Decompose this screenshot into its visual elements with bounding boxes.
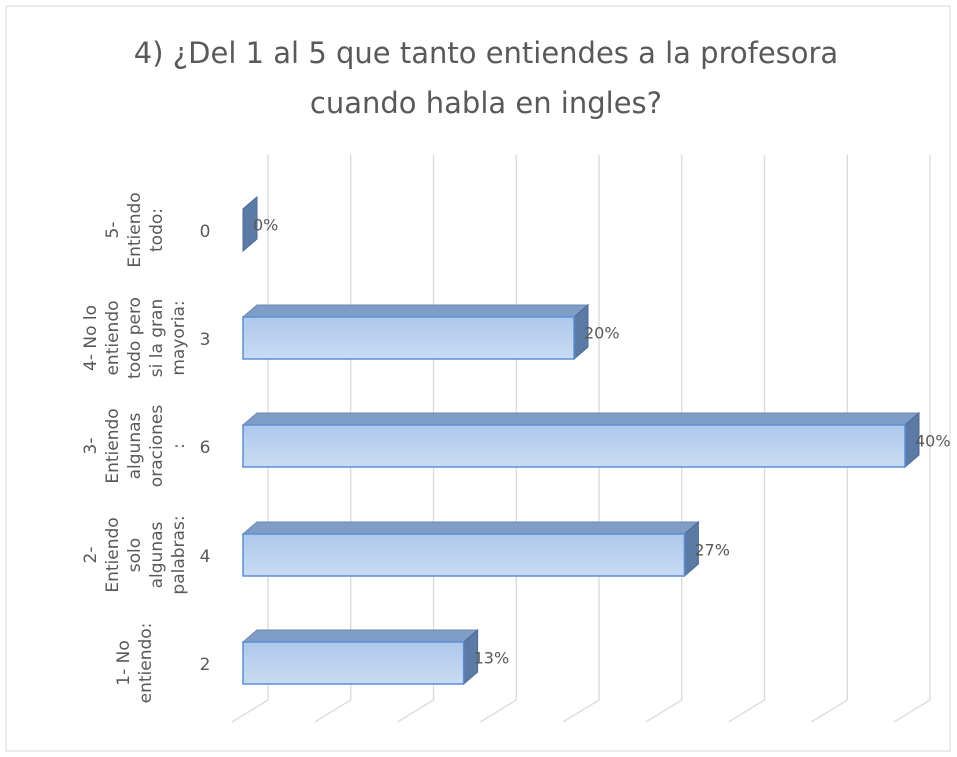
bar-top <box>241 521 700 535</box>
data-label: 40% <box>915 432 951 451</box>
bar-front <box>242 424 906 468</box>
bar-top <box>241 304 590 318</box>
bars <box>241 195 921 686</box>
bar <box>241 520 700 578</box>
chart-border <box>5 5 951 752</box>
chart-title: 4) ¿Del 1 al 5 que tanto entiendes a la … <box>133 36 839 120</box>
subcategory-label: 3 <box>200 330 211 350</box>
subcategory-label: 2 <box>200 655 211 675</box>
category-label: 5- Entiendo todo: <box>103 192 167 268</box>
bar-top <box>241 629 479 643</box>
category-label: 3- Entiendo algunas oraciones : <box>81 404 189 488</box>
grid-line <box>645 155 683 723</box>
category-label: 4- No lo entiendo todo pero si la gran m… <box>81 297 189 379</box>
subcategory-label: 4 <box>200 547 211 567</box>
bar-front <box>242 316 575 360</box>
bar-front <box>242 533 686 577</box>
data-label: 27% <box>694 541 730 560</box>
bar <box>241 411 921 469</box>
bar <box>241 628 479 686</box>
grid-line <box>893 155 931 723</box>
data-label: 0% <box>253 216 278 235</box>
grid-line <box>562 155 600 723</box>
data-label: 13% <box>474 649 510 668</box>
category-label: 2- Entiendo solo algunas palabras: <box>81 515 189 595</box>
bar-side <box>242 195 258 253</box>
bar <box>241 303 590 361</box>
bar-top <box>241 412 921 426</box>
subcategory-label: 6 <box>200 438 211 458</box>
subcategory-label: 0 <box>200 222 211 242</box>
category-label: 1- No entiendo: <box>114 622 156 704</box>
bar-front <box>242 641 465 685</box>
bar <box>242 195 258 253</box>
grid-line <box>728 155 766 723</box>
data-label: 20% <box>584 324 620 343</box>
grid-line <box>810 155 848 723</box>
